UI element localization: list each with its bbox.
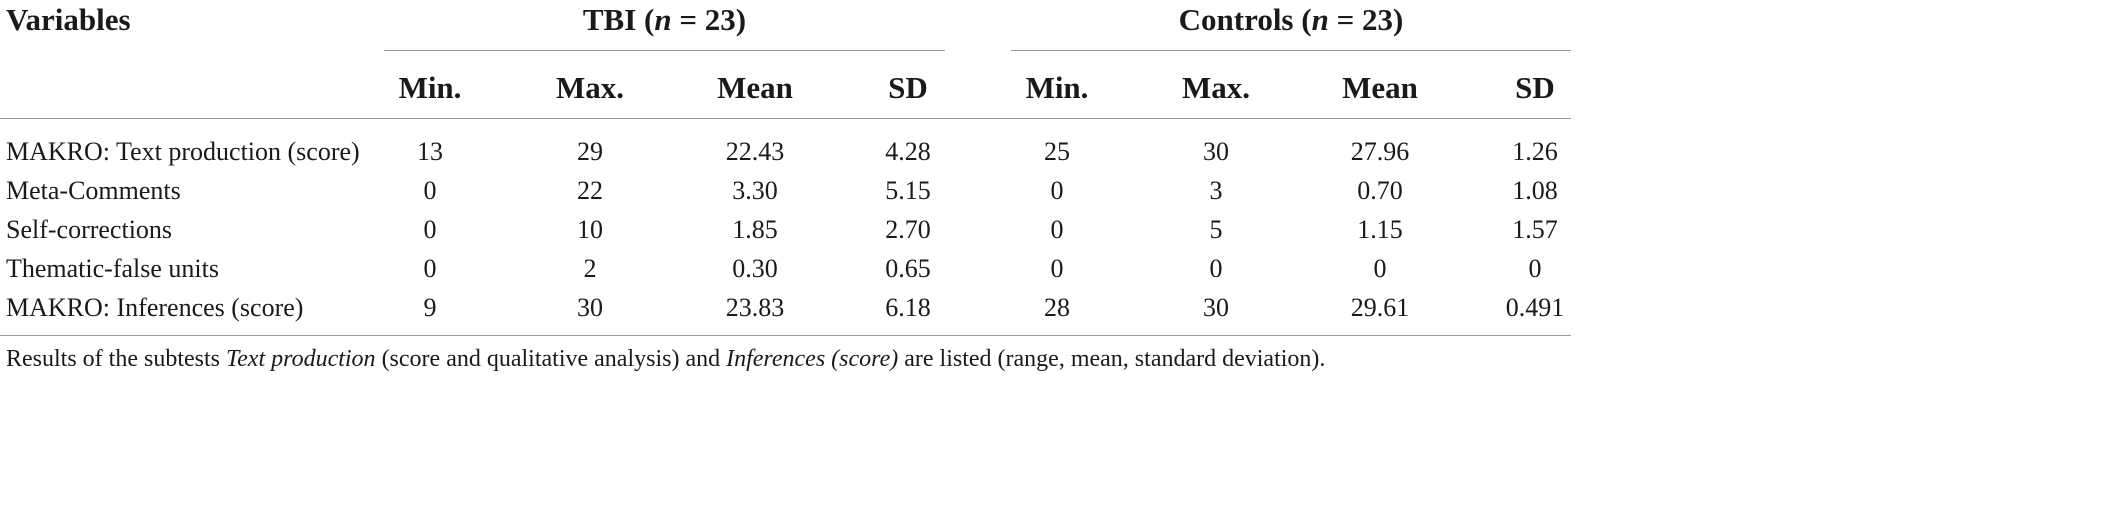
table-cell: 0	[1050, 176, 1064, 205]
table-cell: 0	[423, 215, 437, 244]
group-header-controls: Controls (n = 23)	[1178, 2, 1404, 37]
footnote-text: Results of the subtests	[6, 346, 226, 372]
group-name-controls: Controls	[1178, 2, 1294, 37]
table-cell: 28	[1044, 293, 1070, 322]
table-cell: 3.30	[732, 176, 778, 205]
group-header-tbi: TBI (n = 23)	[582, 2, 747, 37]
table-cell: 2.70	[885, 215, 931, 244]
col-header-tbi-sd: SD	[888, 70, 928, 105]
table-cell: 1.08	[1512, 176, 1558, 205]
table-cell: 0	[1528, 254, 1542, 283]
table-cell: 3	[1209, 176, 1223, 205]
table-cell: 0.30	[732, 254, 778, 283]
table-cell: 0	[1050, 254, 1064, 283]
table-cell: 25	[1044, 137, 1070, 166]
table-footnote: Results of the subtests Text production …	[6, 346, 1325, 373]
table-cell: 1.57	[1512, 215, 1558, 244]
table-bottom-rule	[0, 335, 1571, 336]
table-cell: 9	[423, 293, 437, 322]
table-cell: 0.491	[1505, 293, 1565, 322]
footnote-text: (score and qualitative analysis) and	[375, 346, 727, 372]
table-cell: 29	[577, 137, 603, 166]
group-n-value-controls: = 23)	[1336, 2, 1404, 37]
table-cell: 1.15	[1357, 215, 1403, 244]
table-cell: 0	[1209, 254, 1223, 283]
table-cell: 0	[1373, 254, 1387, 283]
col-header-tbi-min: Min.	[398, 70, 462, 105]
table-cell: 30	[1203, 293, 1229, 322]
table-cell: 0	[423, 176, 437, 205]
footnote-text: are listed (range, mean, standard deviat…	[898, 346, 1326, 372]
row-label: Self-corrections	[6, 215, 173, 244]
table-cell: 6.18	[885, 293, 931, 322]
row-label: MAKRO: Text production (score)	[6, 137, 360, 166]
group-n-label-controls: n	[1311, 2, 1329, 37]
table-cell: 10	[577, 215, 603, 244]
table-cell: 22.43	[725, 137, 785, 166]
header-bottom-rule	[0, 118, 1571, 119]
row-label: Thematic-false units	[6, 254, 219, 283]
table-cell: 4.28	[885, 137, 931, 166]
table-cell: 5.15	[885, 176, 931, 205]
col-header-tbi-mean: Mean	[717, 70, 793, 105]
group-rule-tbi	[384, 50, 945, 51]
row-label: MAKRO: Inferences (score)	[6, 293, 304, 322]
table-cell: 23.83	[725, 293, 785, 322]
table-cell: 0.65	[885, 254, 931, 283]
table-cell: 1.85	[732, 215, 778, 244]
table-cell: 30	[1203, 137, 1229, 166]
table-cell: 5	[1209, 215, 1223, 244]
col-header-controls-max: Max.	[1181, 70, 1250, 105]
col-header-controls-min: Min.	[1025, 70, 1089, 105]
row-label: Meta-Comments	[6, 176, 181, 205]
footnote-italic: Text production	[226, 346, 376, 372]
col-header-controls-mean: Mean	[1342, 70, 1418, 105]
table-cell: 2	[583, 254, 597, 283]
table-cell: 0	[1050, 215, 1064, 244]
col-header-controls-sd: SD	[1515, 70, 1555, 105]
table-cell: 13	[417, 137, 443, 166]
col-header-tbi-max: Max.	[555, 70, 624, 105]
table-cell: 27.96	[1350, 137, 1410, 166]
group-n-label-tbi: n	[654, 2, 672, 37]
table-cell: 22	[577, 176, 603, 205]
group-rule-controls	[1011, 50, 1571, 51]
table-cell: 29.61	[1350, 293, 1410, 322]
group-n-value-tbi: = 23)	[679, 2, 747, 37]
table-cell: 1.26	[1512, 137, 1558, 166]
table-cell: 0	[423, 254, 437, 283]
table-cell: 30	[577, 293, 603, 322]
variables-header: Variables	[6, 2, 131, 37]
group-name-tbi: TBI	[582, 2, 637, 37]
footnote-italic: Inferences (score)	[726, 346, 899, 372]
table-cell: 0.70	[1357, 176, 1403, 205]
